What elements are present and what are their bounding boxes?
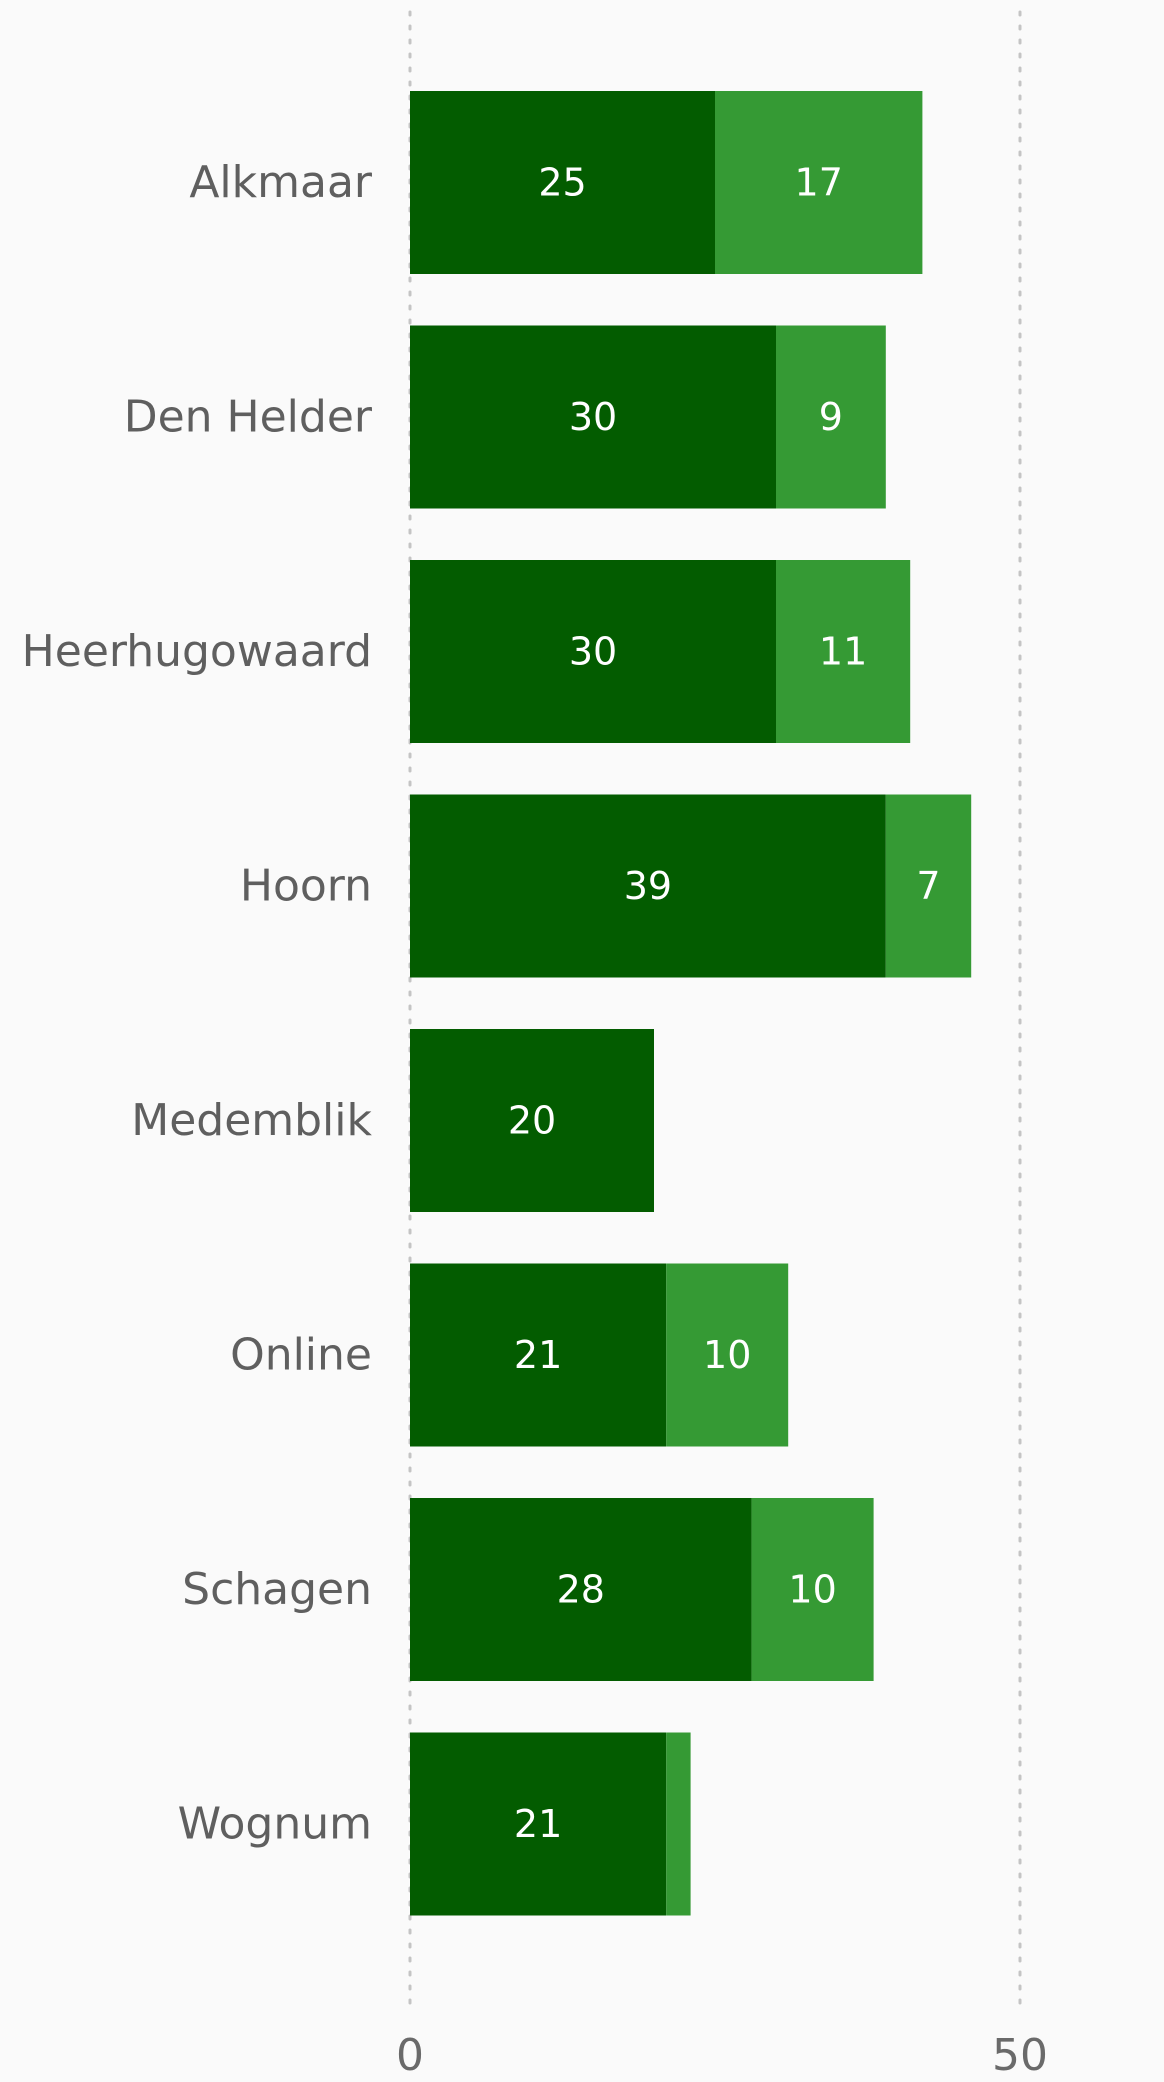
category-label: Heerhugowaard bbox=[22, 626, 372, 677]
value-label: 30 bbox=[569, 630, 617, 674]
x-tick-label: 0 bbox=[396, 2030, 424, 2081]
value-label: 21 bbox=[514, 1802, 562, 1846]
bar-segment bbox=[410, 560, 776, 743]
category-label: Hoorn bbox=[240, 861, 372, 912]
value-label: 10 bbox=[703, 1333, 751, 1377]
labels: 0 50 Alkmaar 25 17 Den Helder 30 9 Heerhugowaard… bbox=[22, 157, 1048, 2081]
bar-segment bbox=[885, 794, 972, 978]
bar-segment bbox=[410, 1263, 667, 1447]
value-label: 7 bbox=[916, 864, 940, 908]
x-tick-label: 50 bbox=[992, 2030, 1048, 2081]
bar-segment bbox=[776, 325, 886, 509]
category-label: Schagen bbox=[182, 1564, 372, 1615]
gridlines bbox=[408, 10, 1022, 2012]
bar-segment bbox=[776, 560, 911, 743]
category-label: Medemblik bbox=[131, 1095, 372, 1146]
value-label: 20 bbox=[508, 1099, 556, 1143]
bar-segment bbox=[410, 1498, 752, 1681]
value-label: 9 bbox=[819, 395, 843, 439]
bar-segment bbox=[410, 325, 776, 509]
value-label: 39 bbox=[624, 864, 672, 908]
bar-segment bbox=[410, 1029, 654, 1212]
bar-segment bbox=[751, 1498, 874, 1681]
category-label: Online bbox=[230, 1330, 372, 1381]
bars bbox=[410, 91, 972, 1916]
bar-segment bbox=[666, 1732, 691, 1916]
value-label: 25 bbox=[538, 161, 586, 205]
bar-segment bbox=[410, 794, 886, 978]
value-label: 17 bbox=[795, 161, 843, 205]
bar-segment bbox=[410, 91, 715, 274]
value-label: 28 bbox=[557, 1568, 605, 1612]
value-label: 21 bbox=[514, 1333, 562, 1377]
category-label: Den Helder bbox=[124, 392, 373, 443]
bar-segment bbox=[410, 1732, 667, 1916]
bar-segment bbox=[666, 1263, 789, 1447]
category-label: Alkmaar bbox=[189, 157, 373, 208]
category-label: Wognum bbox=[178, 1799, 372, 1850]
value-label: 11 bbox=[819, 630, 867, 674]
value-label: 30 bbox=[569, 395, 617, 439]
value-label: 10 bbox=[788, 1568, 836, 1612]
bar-segment bbox=[715, 91, 923, 274]
